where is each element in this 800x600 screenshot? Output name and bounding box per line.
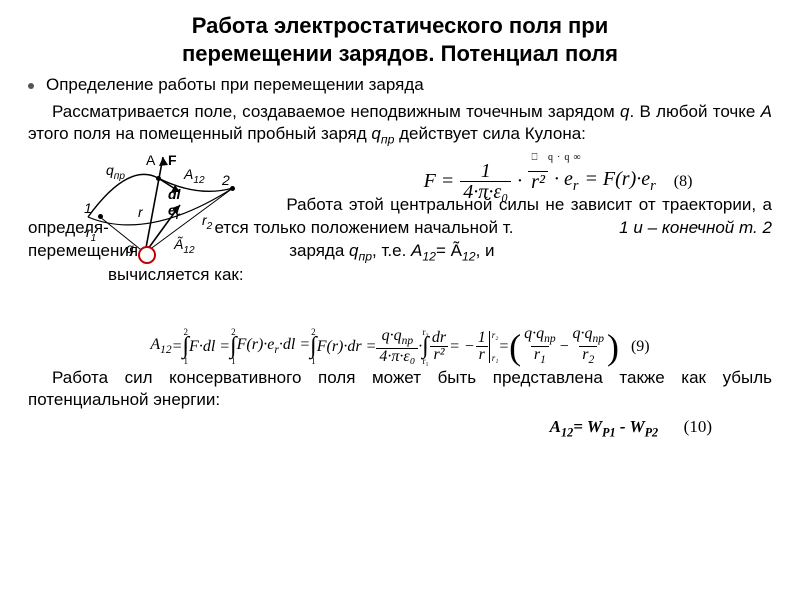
bullet-icon <box>28 83 34 89</box>
title-line-1: Работа электростатического поля при <box>192 13 609 38</box>
paragraph-1: Рассматривается поле, создаваемое неподв… <box>28 101 772 148</box>
slide: Работа электростатического поля при пере… <box>0 0 800 600</box>
paragraph-2: Работа этой центральной силы не зависит … <box>28 194 772 286</box>
bullet-item: Определение работы при перемещении заряд… <box>28 75 772 95</box>
slide-title: Работа электростатического поля при пере… <box>28 12 772 67</box>
title-line-2: перемещении зарядов. Потенциал поля <box>182 41 618 66</box>
paragraph-2-wrap: Работа этой центральной силы не зависит … <box>28 192 772 286</box>
formula-10: A12= WP1 - WP2 (10) <box>28 417 772 440</box>
diagram-row: qпр A F A12 2 dl 1 r er r1 q Ã12 r2 ⎕ q·… <box>28 152 772 272</box>
label-2: 2 <box>222 172 230 188</box>
label-a: A <box>146 152 155 168</box>
formula-9: A12 = 2∫1 F·dl = 2∫1 F(r)·er·dl = 2∫1 F(… <box>28 326 772 366</box>
paragraph-3: Работа сил консервативного поля может бы… <box>28 367 772 411</box>
label-qnp: qпр <box>106 162 125 182</box>
label-a12: A12 <box>184 166 205 186</box>
bullet-text: Определение работы при перемещении заряд… <box>46 75 424 95</box>
label-f: F <box>168 152 177 168</box>
